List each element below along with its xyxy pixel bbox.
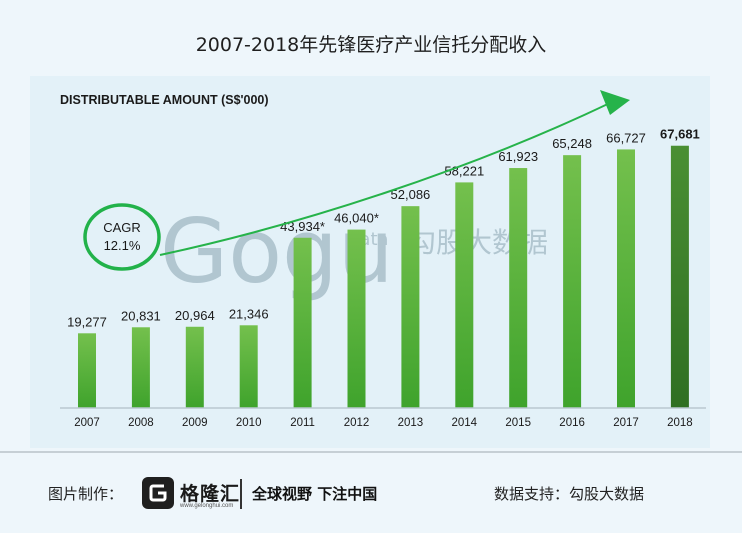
value-label-2012: 46,040* <box>334 211 379 226</box>
chart-title: DISTRIBUTABLE AMOUNT (S$'000) <box>60 93 269 107</box>
x-tick-2017: 2017 <box>613 417 639 429</box>
value-label-2016: 65,248 <box>552 136 592 151</box>
value-label-2013: 52,086 <box>391 187 431 202</box>
value-label-2008: 20,831 <box>121 308 161 323</box>
x-tick-2014: 2014 <box>452 417 478 429</box>
value-label-2011: 43,934* <box>280 219 325 234</box>
footer-made-by-label: 图片制作： <box>48 485 124 503</box>
bar-2008 <box>131 327 150 408</box>
value-label-2017: 66,727 <box>606 130 646 145</box>
cagr-value: 12.1% <box>104 238 141 253</box>
bars-group <box>78 145 689 409</box>
cagr-circle <box>83 203 161 271</box>
bar-2012 <box>347 229 366 408</box>
value-label-2010: 21,346 <box>229 306 269 321</box>
value-label-2014: 58,221 <box>444 163 484 178</box>
x-ticks-group: 2007 2008 2009 2010 2011 2012 2013 2014 2015 2016… <box>74 417 692 429</box>
bar-2015 <box>509 168 528 408</box>
cagr-label: CAGR <box>103 220 141 235</box>
footer: 图片制作： 格隆汇 www.gelonghui.com 全球视野 下注中国 数据… <box>0 453 742 533</box>
x-tick-2010: 2010 <box>236 417 262 429</box>
gelonghui-logo-icon <box>142 477 174 509</box>
value-label-2007: 19,277 <box>67 314 107 329</box>
x-tick-2015: 2015 <box>505 417 531 429</box>
footer-data-source: 数据支持：勾股大数据 <box>494 485 645 503</box>
logo-url: www.gelonghui.com <box>180 503 234 509</box>
bar-2011 <box>293 237 312 408</box>
value-label-2015: 61,923 <box>498 149 538 164</box>
bar-2014 <box>455 182 474 408</box>
footer-slogan: 全球视野 下注中国 <box>252 485 378 503</box>
page-title: 2007-2018年先锋医疗产业信托分配收入 <box>195 34 547 56</box>
bar-2016 <box>563 155 582 408</box>
x-tick-2011: 2011 <box>290 417 315 429</box>
bar-2010 <box>239 325 258 408</box>
bar-2018 <box>670 145 689 408</box>
x-tick-2009: 2009 <box>182 417 208 429</box>
x-tick-2008: 2008 <box>128 417 154 429</box>
trend-arrow-line <box>159 101 613 256</box>
x-tick-2007: 2007 <box>74 417 100 429</box>
logo-name: 格隆汇 <box>180 483 241 505</box>
footer-logo-divider <box>240 479 242 509</box>
bar-2017 <box>617 149 635 409</box>
trend-arrow-head <box>600 90 630 115</box>
footer-divider <box>0 451 742 453</box>
value-label-2018: 67,681 <box>660 127 700 142</box>
bar-2007 <box>78 333 96 408</box>
x-tick-2018: 2018 <box>667 417 693 429</box>
bar-2009 <box>185 326 204 408</box>
x-tick-2016: 2016 <box>559 417 585 429</box>
x-tick-2013: 2013 <box>398 417 424 429</box>
x-tick-2012: 2012 <box>344 417 370 429</box>
value-label-2009: 20,964 <box>175 308 215 323</box>
bar-2013 <box>401 206 420 408</box>
